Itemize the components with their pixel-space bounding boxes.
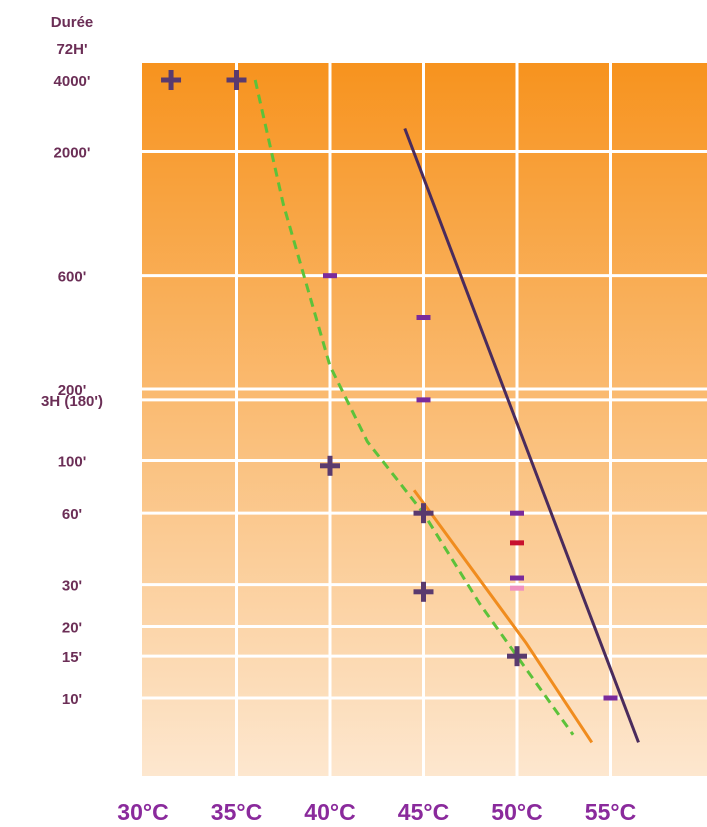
trend-lines	[253, 79, 640, 744]
y-tick-label: 15'	[62, 649, 82, 666]
y-tick-label: 200'	[58, 382, 87, 399]
plus-marker	[413, 581, 434, 602]
y-tick-label: 600'	[58, 269, 87, 286]
solid-trend-line	[412, 489, 594, 744]
y-tick-label: 2000'	[54, 144, 91, 161]
minus-marker	[603, 695, 618, 701]
plus-marker	[507, 646, 527, 667]
plus-marker-bar-v	[421, 581, 426, 602]
dashed-trend-line	[253, 79, 575, 736]
y-tick-label: 3H (180')	[41, 393, 103, 410]
data-markers	[161, 70, 618, 701]
y-tick-label: 20'	[62, 620, 82, 637]
axis-labels: Durée 72H' 30°C 35°C 40°C 45°C 50°C 55°C 4000'…	[41, 14, 636, 825]
minus-marker	[416, 397, 431, 403]
y-tick-label: 100'	[58, 453, 87, 470]
x-tick-label: 35°C	[211, 799, 262, 825]
y-tick-label: 30'	[62, 578, 82, 595]
y-tick-label: 4000'	[54, 73, 91, 90]
minus-marker	[510, 510, 524, 516]
plus-marker	[320, 455, 340, 476]
minus-marker	[416, 315, 431, 321]
x-tick-label: 30°C	[117, 799, 168, 825]
plus-marker-bar-v	[234, 70, 239, 90]
x-tick-label: 45°C	[398, 799, 449, 825]
minus-marker	[510, 540, 524, 546]
plus-marker-bar-v	[421, 503, 426, 524]
x-tick-label: 55°C	[585, 799, 636, 825]
x-tick-label: 50°C	[491, 799, 542, 825]
y-axis-title: Durée	[51, 14, 94, 31]
minus-marker	[323, 273, 337, 279]
minus-marker	[510, 585, 524, 591]
plus-marker	[413, 503, 434, 524]
plus-marker-bar-v	[327, 455, 333, 476]
solid-trend-line	[403, 127, 640, 743]
plus-marker	[161, 70, 182, 90]
plus-marker	[226, 70, 247, 90]
y-tick-label: 10'	[62, 691, 82, 708]
y-tick-label: 60'	[62, 506, 82, 523]
plus-marker-bar-v	[514, 646, 520, 667]
x-tick-label: 40°C	[304, 799, 355, 825]
plus-marker-bar-v	[168, 70, 174, 90]
minus-marker	[510, 575, 524, 581]
y-axis-top-label: 72H'	[56, 41, 87, 58]
